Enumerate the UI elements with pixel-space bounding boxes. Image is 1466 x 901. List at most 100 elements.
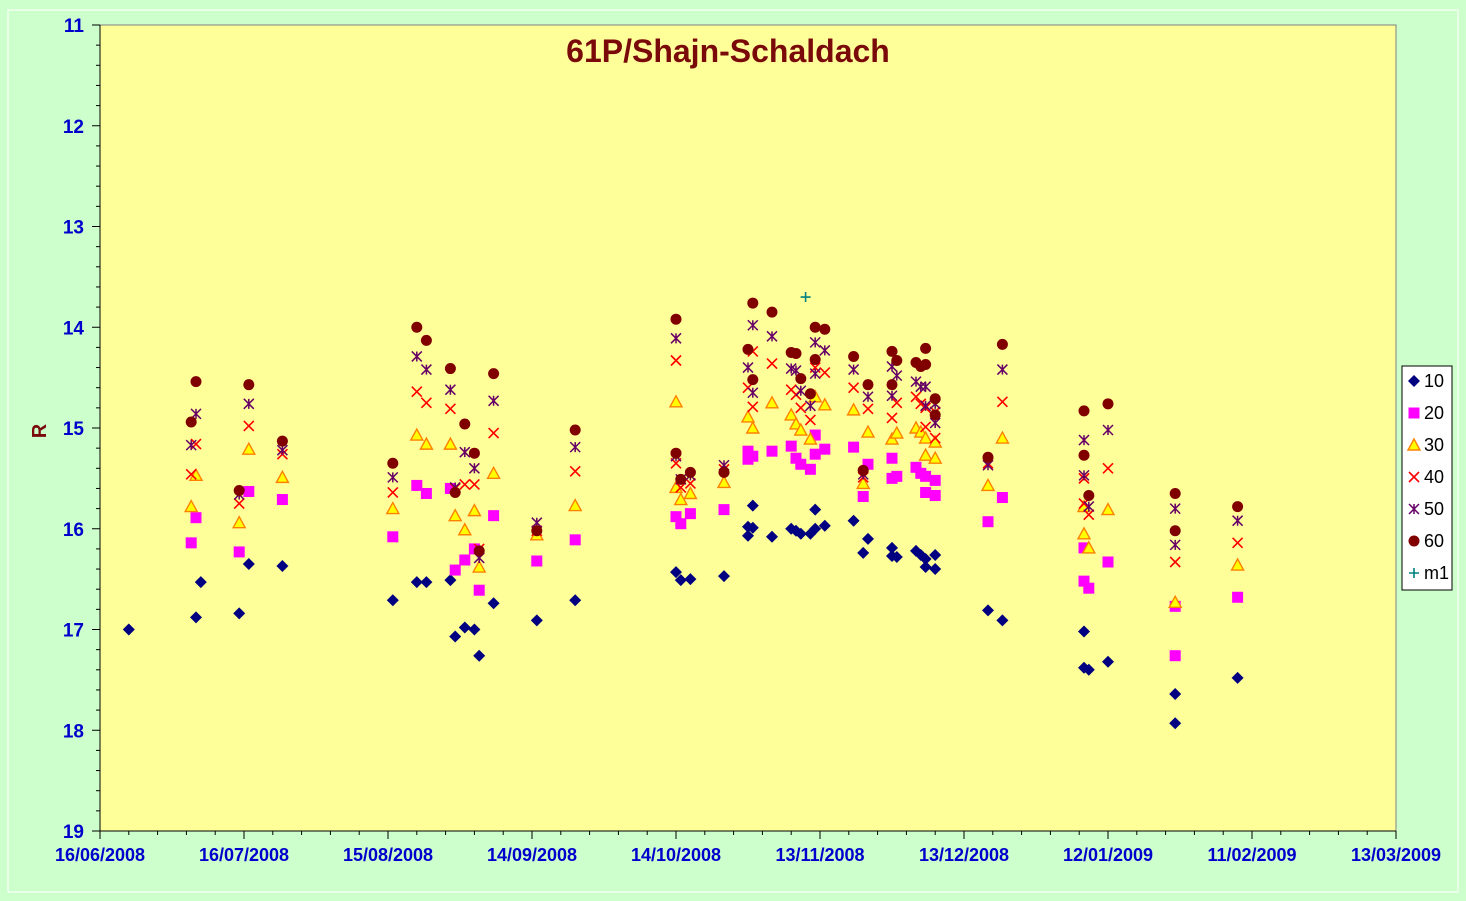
y-tick-label: 13: [63, 218, 84, 239]
data-point: [804, 414, 816, 426]
data-point: [190, 512, 202, 524]
data-point: [996, 364, 1008, 376]
data-point: [233, 497, 245, 510]
data-point: [1102, 424, 1114, 436]
data-point: [918, 430, 933, 444]
data-point: [982, 451, 994, 463]
data-point: [809, 321, 821, 333]
data-point: [886, 452, 898, 464]
data-point: [1082, 663, 1095, 676]
data-point: [809, 522, 822, 535]
data-point: [920, 486, 932, 498]
data-point: [241, 441, 256, 455]
data-point: [848, 350, 860, 362]
legend-label-60: 60: [1424, 531, 1444, 551]
data-point: [1231, 671, 1244, 684]
data-point: [242, 558, 255, 571]
data-point: [886, 379, 898, 391]
data-point: [185, 537, 197, 549]
data-point: [190, 376, 202, 388]
legend-marker-10: [1408, 375, 1420, 387]
legend-marker-30: [1406, 437, 1422, 451]
data-point: [929, 474, 941, 486]
x-tick-label: 16/06/2008: [55, 845, 145, 865]
data-point: [488, 427, 500, 439]
y-tick-label: 11: [64, 16, 85, 37]
data-point: [467, 503, 482, 517]
data-point: [742, 362, 754, 374]
legend-marker-20: [1408, 407, 1420, 419]
data-point: [468, 478, 480, 490]
data-point: [1232, 515, 1244, 527]
data-point: [487, 597, 500, 610]
data-point: [746, 499, 759, 512]
data-point: [862, 458, 874, 470]
y-tick-label: 17: [63, 621, 84, 642]
data-point: [809, 429, 821, 441]
data-point: [886, 541, 898, 554]
data-point: [910, 391, 922, 403]
data-point: [929, 548, 942, 561]
data-point: [122, 623, 135, 636]
legend-box: [1401, 365, 1453, 591]
data-point: [459, 446, 471, 458]
data-point: [929, 563, 942, 576]
data-point: [473, 545, 485, 557]
data-point: [920, 359, 932, 371]
data-point: [449, 486, 461, 498]
data-point: [862, 403, 874, 415]
data-point: [856, 475, 871, 490]
data-point: [745, 420, 760, 434]
data-point: [232, 515, 247, 529]
x-tick-label: 13/03/2009: [1351, 845, 1441, 865]
data-point: [848, 441, 860, 453]
data-point: [420, 364, 432, 376]
data-point: [385, 501, 400, 515]
data-point: [996, 614, 1009, 627]
data-point: [766, 445, 778, 457]
data-point: [568, 498, 583, 512]
data-point: [862, 391, 874, 403]
legend-marker-40: [1408, 471, 1420, 483]
data-point: [468, 447, 480, 459]
x-tick-label: 12/01/2009: [1063, 845, 1153, 865]
data-point: [996, 338, 1008, 350]
data-point: [846, 402, 861, 416]
data-point: [1169, 503, 1181, 515]
data-point: [920, 342, 932, 354]
data-point: [1230, 557, 1245, 571]
data-point: [766, 330, 778, 342]
data-point: [276, 444, 288, 456]
data-point: [809, 503, 822, 516]
data-point: [848, 364, 860, 376]
y-tick-label: 16: [63, 520, 84, 541]
data-point: [194, 576, 207, 589]
data-point: [847, 514, 860, 527]
data-point: [891, 370, 903, 382]
data-point: [443, 436, 458, 450]
data-point: [996, 492, 1008, 504]
data-point: [276, 435, 288, 447]
data-point: [444, 574, 457, 587]
data-point: [1169, 556, 1181, 568]
legend-label-30: 30: [1424, 435, 1444, 455]
data-point: [233, 484, 245, 496]
data-point: [444, 363, 456, 375]
data-point: [995, 430, 1010, 444]
data-point: [670, 566, 682, 579]
data-point: [184, 499, 199, 513]
data-point: [1232, 501, 1244, 513]
data-point: [459, 418, 471, 430]
data-point: [411, 321, 423, 333]
data-point: [386, 594, 399, 607]
data-point: [784, 407, 799, 421]
data-point: [448, 508, 463, 522]
data-point: [804, 388, 816, 400]
legend-marker-50: [1408, 503, 1420, 515]
data-point: [1078, 575, 1090, 587]
data-point: [675, 481, 687, 494]
data-point: [803, 431, 818, 445]
data-point: [1078, 469, 1090, 481]
data-point: [675, 518, 687, 530]
